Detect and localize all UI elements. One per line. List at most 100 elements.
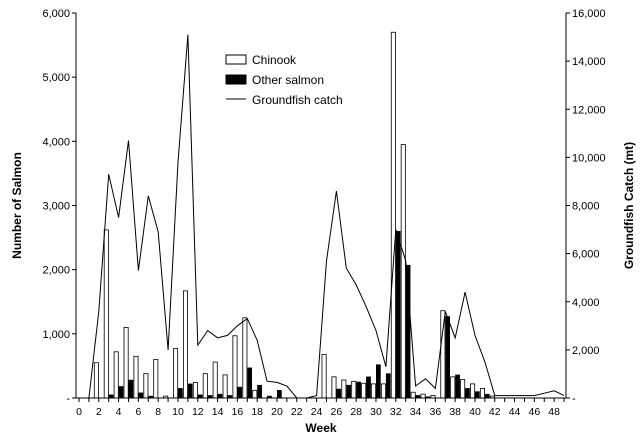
chinook-bar [252, 389, 258, 399]
x-tick-label: 34 [410, 406, 422, 418]
x-tick-label: 46 [529, 406, 541, 418]
x-tick-label: 42 [489, 406, 501, 418]
other-salmon-bar [178, 388, 183, 399]
other-salmon-bar [395, 230, 401, 399]
chinook-bar [202, 373, 208, 399]
other-salmon-bar [376, 364, 381, 399]
y-right-tick-label: 16,000 [572, 8, 606, 20]
other-salmon-bar [346, 384, 352, 399]
y-left-tick-label: 2,000 [42, 265, 70, 277]
x-tick-label: 14 [212, 406, 224, 418]
other-salmon-bar [187, 383, 193, 399]
y-right-tick-label: - [572, 393, 576, 405]
other-salmon-bar [128, 379, 134, 399]
y-right-tick-label: 12,000 [572, 104, 606, 116]
legend-label-other-salmon: Other salmon [252, 73, 324, 87]
other-salmon-bar [465, 388, 470, 399]
chinook-bar [420, 393, 426, 399]
legend: Chinook Other salmon Groundfish catch [225, 53, 343, 107]
other-salmon-bar [118, 386, 124, 399]
chinook-bar [341, 379, 347, 399]
x-tick-label: 12 [192, 406, 204, 418]
legend-swatch-chinook [225, 54, 247, 65]
y-right-tick-label: 4,000 [572, 297, 600, 309]
y-axis-right-title: Groundfish Catch (mt) [622, 142, 636, 269]
x-tick-label: 44 [509, 406, 521, 418]
other-salmon-bar [257, 384, 262, 399]
chinook-bar [410, 391, 416, 399]
chinook-bar [232, 335, 238, 399]
chinook-bar [380, 383, 386, 399]
chinook-bar [331, 376, 337, 399]
x-tick-label: 30 [370, 406, 382, 418]
y-left-tick-label: 3,000 [42, 201, 70, 213]
chinook-bar [222, 374, 228, 399]
other-salmon-bar [247, 367, 253, 399]
chinook-bar [182, 290, 188, 399]
x-tick-label: 18 [251, 406, 263, 418]
other-salmon-bar [484, 393, 490, 399]
chinook-bar [361, 382, 367, 399]
chinook-bar [400, 144, 406, 399]
plot-area [79, 31, 565, 399]
chinook-bar [460, 378, 466, 399]
y-right-tick-label: 2,000 [572, 345, 600, 357]
other-salmon-bar [138, 392, 144, 399]
chinook-bar [93, 362, 99, 399]
other-salmon-bar [277, 390, 282, 399]
x-tick-label: 0 [76, 406, 82, 418]
legend-label-groundfish: Groundfish catch [252, 93, 343, 107]
x-tick-label: 28 [350, 406, 362, 418]
other-salmon-bar [385, 373, 391, 399]
y-right-tick-label: 6,000 [572, 249, 600, 261]
chinook-bar [371, 383, 377, 399]
chinook-bar [113, 351, 119, 399]
chinook-bar [133, 355, 139, 399]
chinook-bar [440, 310, 446, 399]
other-salmon-bar [455, 374, 460, 399]
chinook-bar [153, 359, 159, 399]
chinook-bar [192, 382, 198, 399]
x-tick-label: 10 [172, 406, 184, 418]
x-tick-label: 16 [232, 406, 244, 418]
x-tick-label: 8 [155, 406, 161, 418]
chinook-bar [173, 348, 179, 399]
x-tick-label: 2 [96, 406, 102, 418]
y-right-tick-label: 14,000 [572, 56, 606, 68]
y-left-tick-label: 5,000 [42, 72, 70, 84]
y-right-tick-label: 10,000 [572, 152, 606, 164]
chinook-bar [470, 383, 476, 399]
x-tick-label: 32 [390, 406, 402, 418]
chinook-bar [103, 229, 109, 399]
x-tick-label: 36 [430, 406, 442, 418]
y-axis-left-title: Number of Salmon [10, 152, 24, 259]
other-salmon-bar [366, 376, 371, 399]
x-tick-label: 24 [311, 406, 323, 418]
chinook-bar [123, 327, 129, 399]
x-tick-label: 26 [331, 406, 343, 418]
axes: - 1,000 2,000 3,000 4,000 5,000 6,000 - 2,000 4,0… [42, 8, 605, 418]
x-tick-label: 48 [548, 406, 560, 418]
other-salmon-bar [237, 386, 243, 399]
y-left-tick-label: 1,000 [42, 329, 70, 341]
chinook-bar [242, 317, 248, 399]
chinook-bar [212, 361, 218, 399]
other-salmon-bar [475, 391, 480, 399]
chinook-bar [390, 31, 396, 399]
other-salmon-bar [356, 381, 361, 399]
other-salmon-bar [217, 393, 223, 399]
y-left-tick-label: 6,000 [42, 8, 70, 20]
chinook-bar [479, 387, 485, 399]
legend-label-chinook: Chinook [252, 53, 297, 67]
other-salmon-bar [336, 388, 342, 399]
chinook-bar [450, 376, 456, 399]
y-left-tick-label: 4,000 [42, 136, 70, 148]
x-tick-label: 20 [271, 406, 283, 418]
chinook-bar [143, 373, 149, 399]
legend-swatch-other-salmon [225, 74, 247, 85]
x-tick-label: 38 [449, 406, 461, 418]
y-right-tick-label: 8,000 [572, 201, 600, 213]
x-tick-label: 22 [291, 406, 303, 418]
y-left-tick-label: - [66, 393, 70, 405]
groundfish-catch-line [79, 34, 565, 399]
